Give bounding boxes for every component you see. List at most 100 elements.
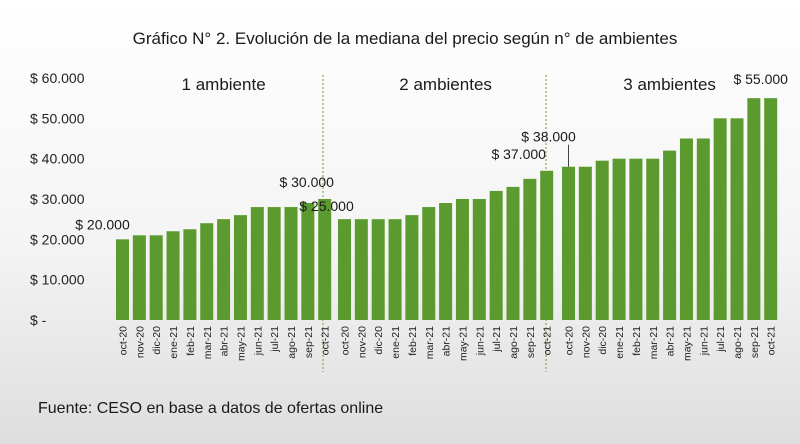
x-tick-label: ago-21 <box>286 326 298 359</box>
x-tick-label: ago-21 <box>732 326 744 359</box>
x-tick-label: jul-21 <box>715 326 727 353</box>
x-tick-label: feb-21 <box>631 326 643 356</box>
y-tick-label: $ 30.000 <box>30 191 85 207</box>
x-tick-label: jun-21 <box>698 326 710 356</box>
bar <box>233 215 247 320</box>
bar <box>338 219 351 320</box>
x-tick-label: mar-21 <box>202 326 214 359</box>
x-tick-label: sep-21 <box>303 326 315 358</box>
y-axis: $ - $ 10.000 $ 20.000 $ 30.000 $ 40.000 $ 50.… <box>30 70 85 328</box>
x-tick-label: dic-20 <box>597 326 609 355</box>
x-tick-label: feb-21 <box>407 326 419 356</box>
bar <box>523 178 537 320</box>
x-tick-label: oct-20 <box>118 326 130 355</box>
panel-name: 3 ambientes <box>623 75 716 94</box>
bar <box>301 203 315 320</box>
x-tick-label: may-21 <box>681 326 693 361</box>
x-tick-label: dic-20 <box>151 326 163 355</box>
x-tick-label: sep-21 <box>525 326 537 358</box>
bar <box>116 239 129 320</box>
x-tick-label: nov-20 <box>356 326 368 358</box>
bar <box>200 223 214 320</box>
bar <box>540 170 554 320</box>
y-tick-label: $ 60.000 <box>30 70 85 86</box>
bar <box>629 158 643 320</box>
bar <box>455 199 469 320</box>
chart-title: Gráfico N° 2. Evolución de la mediana de… <box>133 29 678 48</box>
bar <box>439 203 453 320</box>
y-tick-label: $ 20.000 <box>30 231 85 247</box>
x-tick-label: jul-21 <box>269 326 281 353</box>
bar <box>679 138 693 320</box>
x-tick-label: nov-20 <box>580 326 592 358</box>
x-tick-label: sep-21 <box>749 326 761 358</box>
bar <box>764 98 778 321</box>
panel-name: 2 ambientes <box>399 75 492 94</box>
x-tick-label: abr-21 <box>441 326 453 357</box>
bar <box>354 219 368 320</box>
x-tick-label: dic-20 <box>373 326 385 355</box>
bar <box>696 138 710 320</box>
bar <box>612 158 626 320</box>
bar <box>489 190 503 320</box>
bar <box>730 118 744 320</box>
x-tick-label: oct-21 <box>320 326 332 355</box>
bar <box>388 219 402 320</box>
x-tick-label: ene-21 <box>168 326 180 359</box>
panel-1: 1 ambiente oct-20 nov-20 dic-20 ene-21 feb-21… <box>75 75 334 361</box>
bar <box>506 186 520 320</box>
x-tick-label: oct-20 <box>564 326 576 355</box>
bar <box>132 235 146 320</box>
bar <box>183 229 197 320</box>
bar <box>318 199 332 320</box>
bar <box>595 160 609 320</box>
bar <box>713 118 727 320</box>
data-label: $ 25.000 <box>299 198 354 214</box>
bar <box>422 207 436 320</box>
bar <box>646 158 660 320</box>
x-tick-label: nov-20 <box>134 326 146 358</box>
y-tick-label: $ 40.000 <box>30 151 85 167</box>
x-tick-label: jun-21 <box>252 326 264 356</box>
bar <box>267 207 281 320</box>
x-tick-label: oct-21 <box>542 326 554 355</box>
data-label: $ 37.000 <box>491 146 546 162</box>
x-tick-label: oct-21 <box>766 326 778 355</box>
x-tick-label: ene-21 <box>614 326 626 359</box>
data-label: $ 20.000 <box>75 216 130 232</box>
bar <box>250 207 264 320</box>
bar <box>472 199 486 320</box>
x-tick-label: may-21 <box>457 326 469 361</box>
bar <box>149 235 163 320</box>
x-tick-label: ago-21 <box>508 326 520 359</box>
y-tick-label: $ - <box>30 312 47 328</box>
x-tick-label: ene-21 <box>390 326 402 359</box>
x-tick-label: oct-20 <box>340 326 352 355</box>
panel-2: 2 ambientes oct-20 nov-20 dic-20 ene-21 feb-2… <box>299 75 553 361</box>
x-tick-label: abr-21 <box>219 326 231 357</box>
x-tick-label: feb-21 <box>185 326 197 356</box>
data-label: $ 30.000 <box>279 174 334 190</box>
bar <box>217 219 231 320</box>
x-tick-label: jun-21 <box>474 326 486 356</box>
y-tick-label: $ 50.000 <box>30 110 85 126</box>
y-tick-label: $ 10.000 <box>30 272 85 288</box>
panel-3: 3 ambientes oct-20 nov-20 dic-20 ene-21 feb-2… <box>521 71 788 361</box>
bar <box>747 98 761 321</box>
bar <box>166 231 180 320</box>
data-label: $ 38.000 <box>521 129 576 145</box>
data-label: $ 55.000 <box>733 71 788 87</box>
panel-name: 1 ambiente <box>182 75 266 94</box>
x-tick-label: abr-21 <box>665 326 677 357</box>
x-tick-label: mar-21 <box>424 326 436 359</box>
source-note: Fuente: CESO en base a datos de ofertas … <box>38 400 383 417</box>
bar <box>405 215 419 320</box>
bar <box>371 219 385 320</box>
bar <box>578 166 592 320</box>
bar <box>562 166 575 320</box>
panels: 1 ambiente oct-20 nov-20 dic-20 ene-21 feb-21… <box>75 71 788 361</box>
bar <box>663 150 677 320</box>
x-tick-label: may-21 <box>235 326 247 361</box>
bar <box>284 207 298 320</box>
